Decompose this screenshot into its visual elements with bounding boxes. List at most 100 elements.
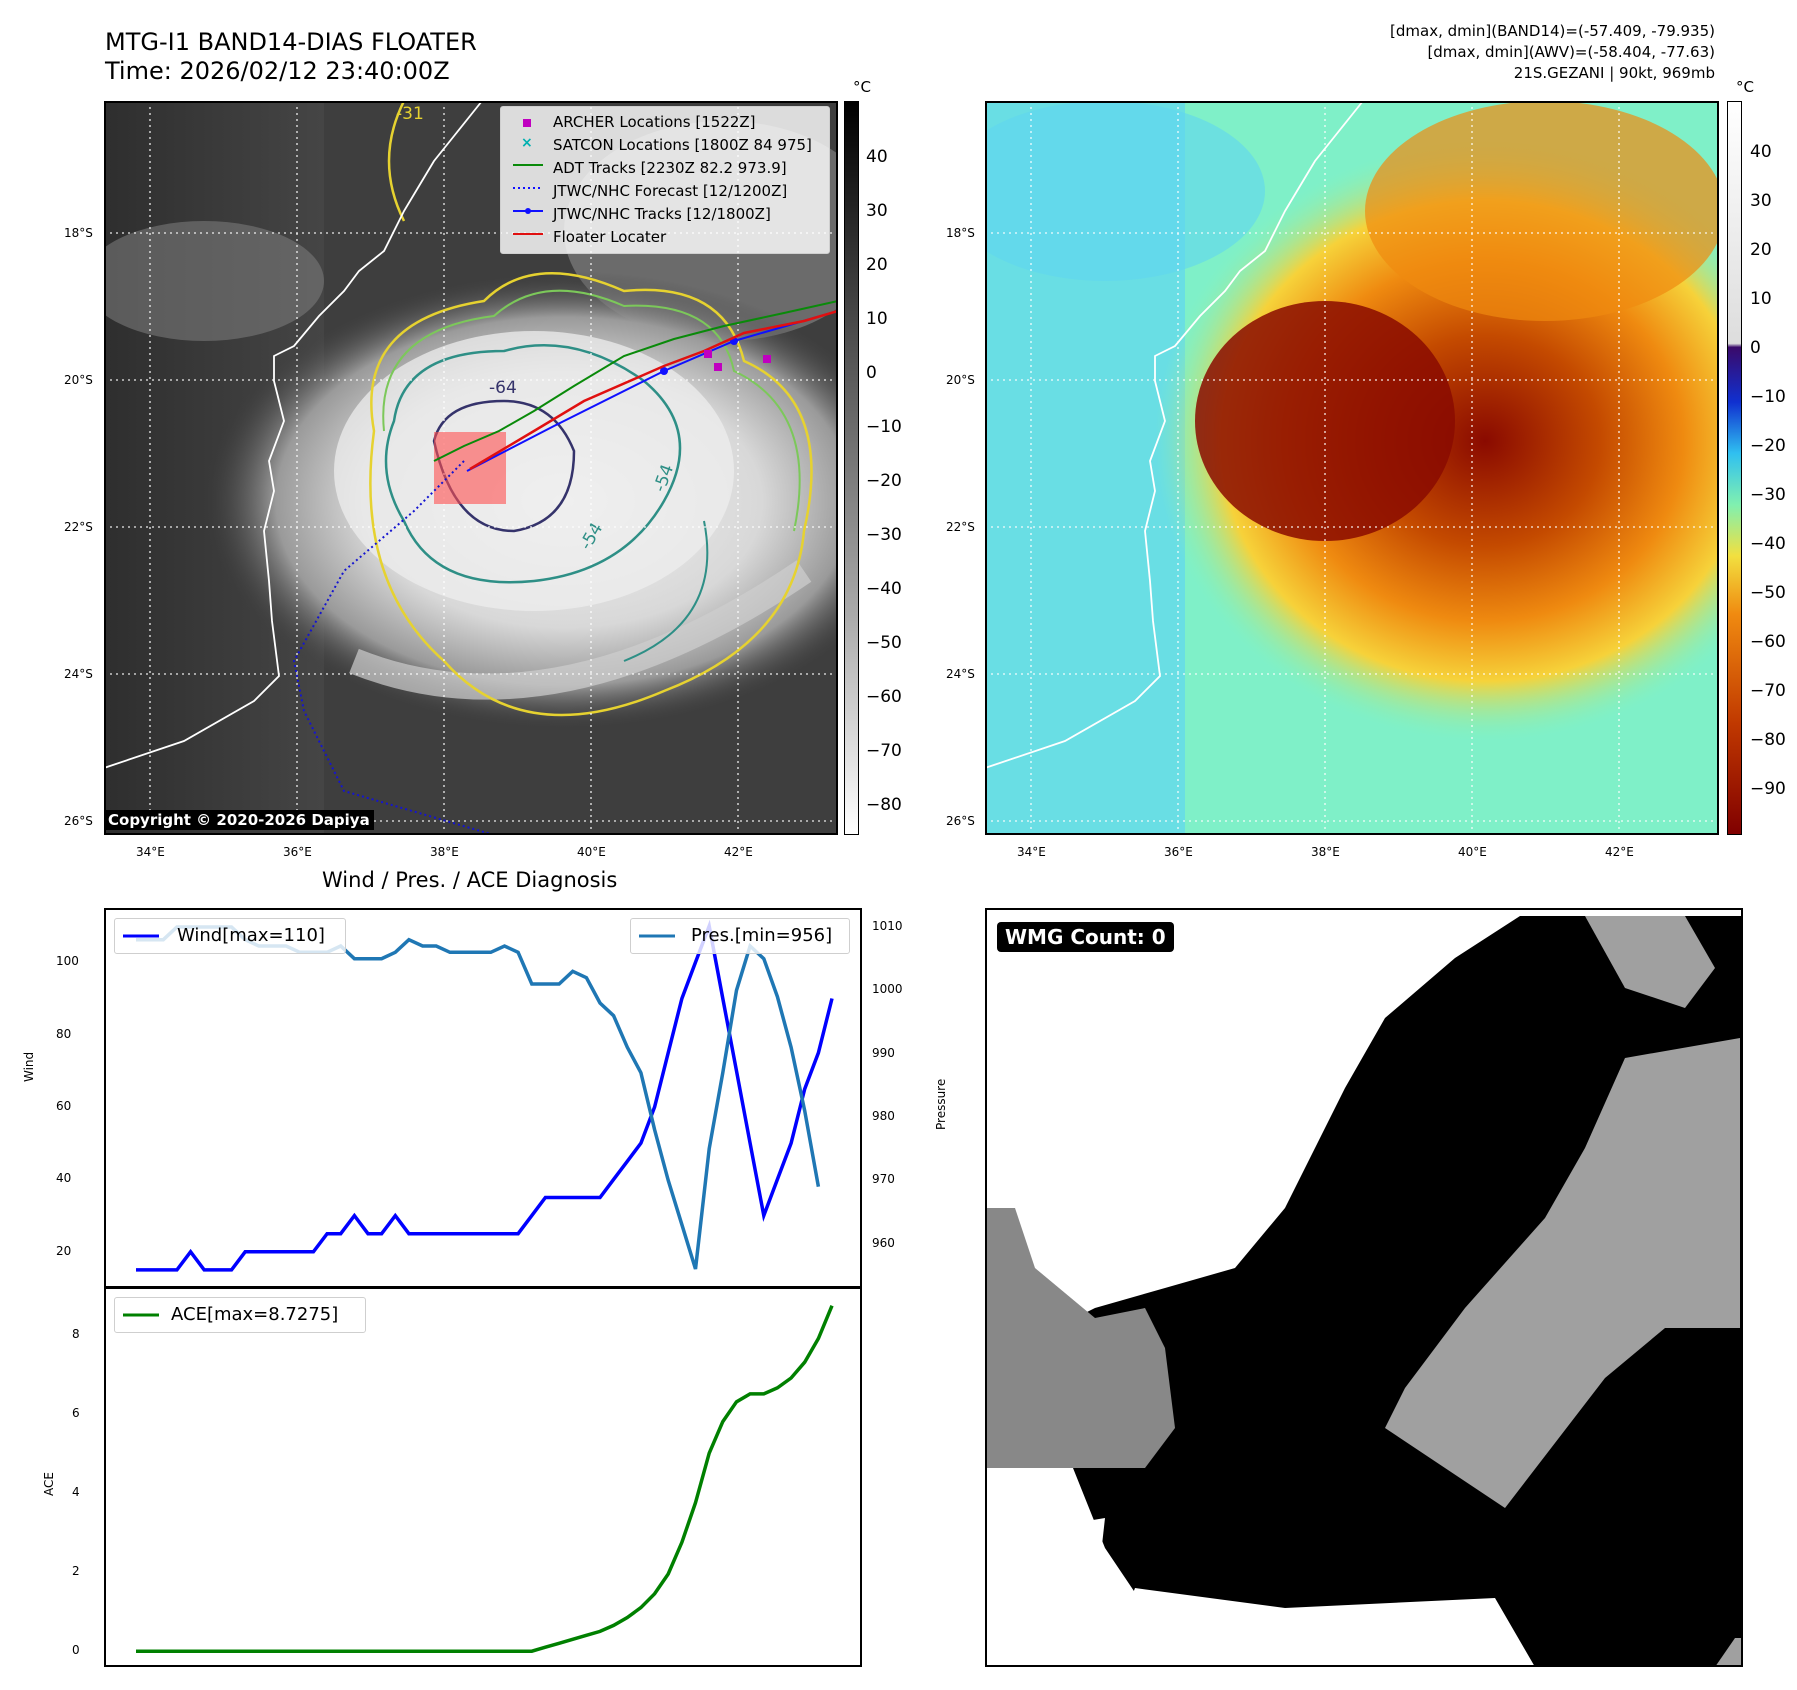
figure-time: Time: 2026/02/12 23:40:00Z xyxy=(105,57,450,85)
wind-legend: Wind[max=110] xyxy=(114,918,346,954)
pressure-ylabel: Pressure xyxy=(934,1078,948,1130)
cb-tick: −80 xyxy=(1750,730,1786,750)
cb-tick: −40 xyxy=(1750,534,1786,554)
ace-tick-label: 6 xyxy=(72,1405,80,1420)
cb-tick: −10 xyxy=(866,417,902,437)
wind-ylabel: Wind xyxy=(22,1051,36,1082)
cb-tick: −80 xyxy=(866,795,902,815)
legend-jtwc-tracks: JTWC/NHC Tracks [12/1800Z] xyxy=(553,205,771,223)
cb-tick: −10 xyxy=(1750,387,1786,407)
wind-tick-label: 80 xyxy=(56,1026,72,1041)
pressure-tick-label: 990 xyxy=(872,1045,895,1060)
ace-ylabel: ACE xyxy=(42,1472,56,1496)
lat-label: 24°S xyxy=(946,667,975,681)
pressure-tick-label: 1000 xyxy=(872,982,903,997)
ace-tick-label: 8 xyxy=(72,1326,80,1341)
ace-legend-label: ACE[max=8.7275] xyxy=(171,1304,339,1325)
ace-series-line xyxy=(136,1305,834,1653)
pres-legend-label: Pres.[min=956] xyxy=(691,925,833,946)
legend-satcon: SATCON Locations [1800Z 84 975] xyxy=(553,136,812,154)
lon-label: 40°E xyxy=(577,845,606,859)
cb-tick: 0 xyxy=(866,363,877,383)
wv-map xyxy=(985,101,1719,835)
lat-label: 22°S xyxy=(946,520,975,534)
cb-tick: −30 xyxy=(866,525,902,545)
svg-text:×: × xyxy=(521,135,533,151)
lon-label: 36°E xyxy=(1164,845,1193,859)
forecast-track xyxy=(292,460,495,835)
contour-green xyxy=(382,289,801,532)
copyright-badge: Copyright © 2020-2026 Dapiya xyxy=(104,810,374,830)
band14-range: [dmax, dmin](BAND14)=(-57.409, -79.935) xyxy=(1390,22,1715,40)
diag-title: Wind / Pres. / ACE Diagnosis xyxy=(322,868,618,892)
contour-navy xyxy=(432,399,576,533)
contour-teal xyxy=(384,344,682,584)
wv-colorbar xyxy=(1727,101,1742,835)
lat-label: 20°S xyxy=(64,373,93,387)
lat-label: 22°S xyxy=(64,520,93,534)
cb-tick: 20 xyxy=(866,255,888,275)
lon-label: 42°E xyxy=(1605,845,1634,859)
lat-label: 24°S xyxy=(64,667,93,681)
wind-series-line xyxy=(136,919,834,1272)
wmg-lightgray-region xyxy=(1385,1038,1740,1508)
contour-label-1: -64 xyxy=(489,378,517,398)
wind-tick-label: 100 xyxy=(56,954,79,969)
legend-archer: ARCHER Locations [1522Z] xyxy=(553,113,756,131)
cb-tick: 40 xyxy=(1750,142,1772,162)
coastline xyxy=(104,101,483,769)
wmg-white-strip xyxy=(1105,1588,1535,1667)
cb-tick: −40 xyxy=(866,579,902,599)
contour-yellow xyxy=(369,271,813,717)
awv-range: [dmax, dmin](AWV)=(-58.404, -77.63) xyxy=(1427,43,1715,61)
cb-tick: −50 xyxy=(1750,583,1786,603)
lon-label: 36°E xyxy=(283,845,312,859)
cb-tick: −60 xyxy=(866,687,902,707)
lat-label: 18°S xyxy=(64,226,93,240)
lat-label: 18°S xyxy=(946,226,975,240)
legend-floater: Floater Locater xyxy=(553,228,667,246)
ace-legend: ACE[max=8.7275] xyxy=(114,1297,366,1333)
ace-tick-label: 0 xyxy=(72,1643,80,1658)
cb-tick: 30 xyxy=(866,201,888,221)
ace-tick-label: 2 xyxy=(72,1564,80,1578)
adt-track xyxy=(433,300,838,462)
cb-tick: −30 xyxy=(1750,485,1786,505)
cb-tick: 30 xyxy=(1750,191,1772,211)
lon-label: 38°E xyxy=(430,845,459,859)
lat-label: 20°S xyxy=(946,373,975,387)
cb-tick: −20 xyxy=(866,471,902,491)
lon-label: 34°E xyxy=(1017,845,1046,859)
legend-jtwc-forecast: JTWC/NHC Forecast [12/1200Z] xyxy=(553,182,788,200)
ace-chart xyxy=(104,1287,862,1667)
legend-adt: ADT Tracks [2230Z 82.2 973.9] xyxy=(553,159,787,177)
track-legend: × ARCHER Locations [1522Z] SATCON Locati… xyxy=(500,106,830,254)
cb-tick: 40 xyxy=(866,147,888,167)
pressure-tick-label: 970 xyxy=(872,1172,895,1187)
cb-tick: 0 xyxy=(1750,338,1761,358)
wmg-count-badge: WMG Count: 0 xyxy=(997,922,1174,952)
wind-tick-label: 40 xyxy=(56,1171,72,1186)
wmg-gray-region-left xyxy=(985,1208,1175,1468)
pressure-tick-label: 980 xyxy=(872,1109,895,1123)
wv-coastline xyxy=(985,101,1364,769)
contour-label-4: -31 xyxy=(396,104,424,124)
lat-label: 26°S xyxy=(64,814,93,828)
lon-label: 42°E xyxy=(724,845,753,859)
wind-legend-label: Wind[max=110] xyxy=(177,925,325,946)
wv-colorbar-unit: °C xyxy=(1736,78,1754,96)
cb-tick: −60 xyxy=(1750,632,1786,652)
cb-tick: −20 xyxy=(1750,436,1786,456)
pressure-tick-label: 1010 xyxy=(872,919,903,933)
wmg-black-region xyxy=(1035,916,1743,1667)
lat-label: 26°S xyxy=(946,814,975,828)
lon-label: 34°E xyxy=(136,845,165,859)
ir-colorbar xyxy=(844,101,859,835)
figure-title: MTG-I1 BAND14-DIAS FLOATER xyxy=(105,28,477,56)
cb-tick: −90 xyxy=(1750,779,1786,799)
wmg-panel xyxy=(985,908,1743,1667)
cb-tick: −70 xyxy=(1750,681,1786,701)
pressure-tick-label: 960 xyxy=(872,1235,895,1250)
lon-label: 38°E xyxy=(1311,845,1340,859)
floater-track xyxy=(469,309,838,471)
